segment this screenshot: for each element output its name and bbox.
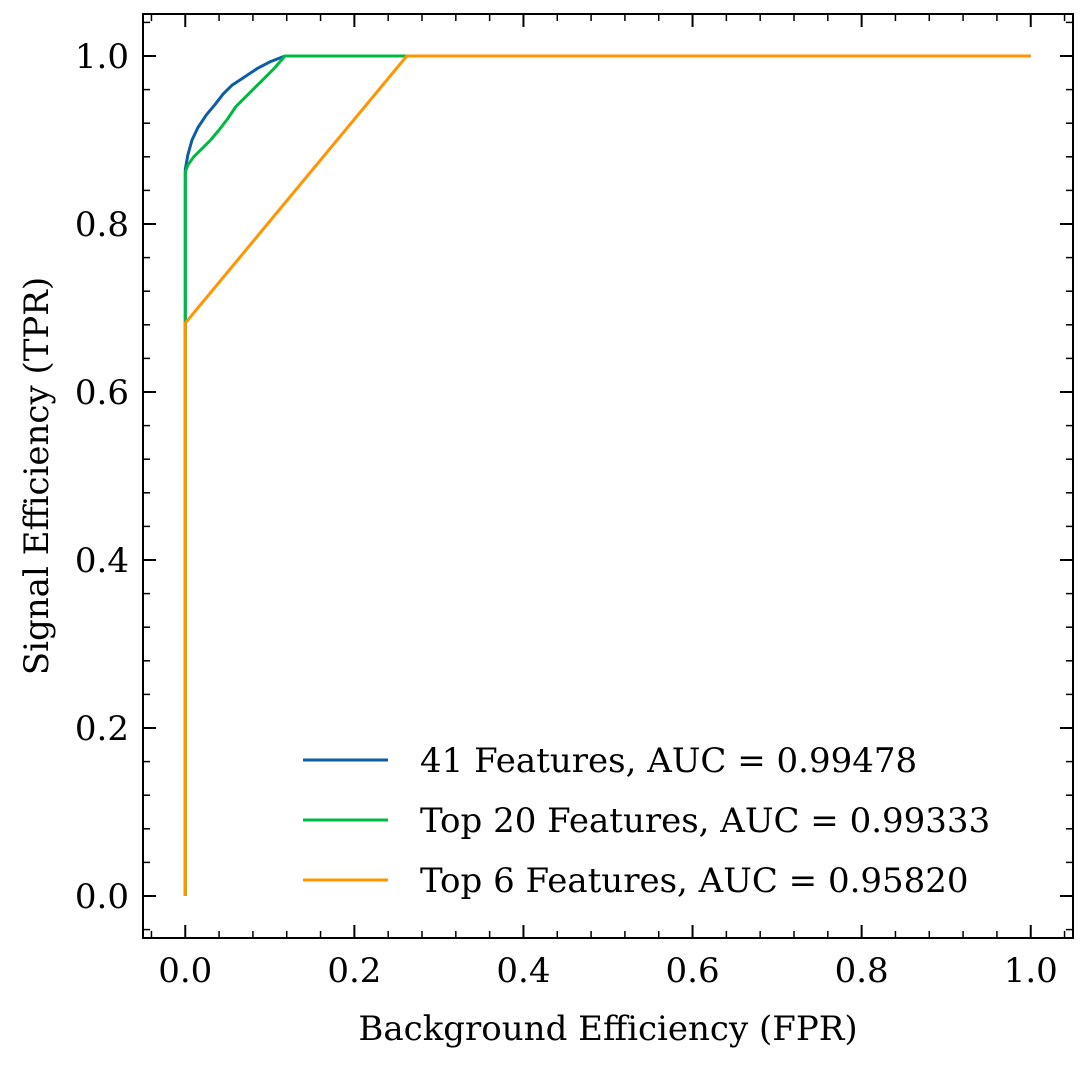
series-line-3 xyxy=(183,54,1031,896)
plot-frame xyxy=(142,13,1074,939)
series-group xyxy=(183,54,1031,896)
y-tick-label: 0.8 xyxy=(75,205,129,245)
legend-label-2: Top 20 Features, AUC = 0.99333 xyxy=(420,801,990,841)
y-tick-label: 1.0 xyxy=(75,37,129,77)
y-tick-label: 0.6 xyxy=(75,373,129,413)
x-axis-label: Background Efficiency (FPR) xyxy=(358,1009,857,1049)
legend-label-1: 41 Features, AUC = 0.99478 xyxy=(420,741,917,781)
x-tick-label: 0.2 xyxy=(327,951,381,991)
x-tick-label: 0.6 xyxy=(666,951,720,991)
series-line-2 xyxy=(183,54,1031,896)
x-tick-label: 0.4 xyxy=(496,951,550,991)
tick-labels-group: 0.0 0.2 0.4 0.6 0.8 1.0 0.0 0.2 0.4 0.6 0.8 1.0 xyxy=(75,37,1058,991)
legend: 41 Features, AUC = 0.99478 Top 20 Feature… xyxy=(303,741,990,901)
y-tick-label: 0.2 xyxy=(75,709,129,749)
x-tick-label: 1.0 xyxy=(1004,951,1058,991)
x-tick-label: 0.8 xyxy=(835,951,889,991)
ticks-group xyxy=(143,14,1073,938)
y-tick-label: 0.4 xyxy=(75,541,129,581)
x-tick-label: 0.0 xyxy=(158,951,212,991)
y-axis-label: Signal Efficiency (TPR) xyxy=(17,277,57,675)
series-line-1 xyxy=(183,54,1031,896)
legend-label-3: Top 6 Features, AUC = 0.95820 xyxy=(420,861,969,901)
y-tick-label: 0.0 xyxy=(75,877,129,917)
